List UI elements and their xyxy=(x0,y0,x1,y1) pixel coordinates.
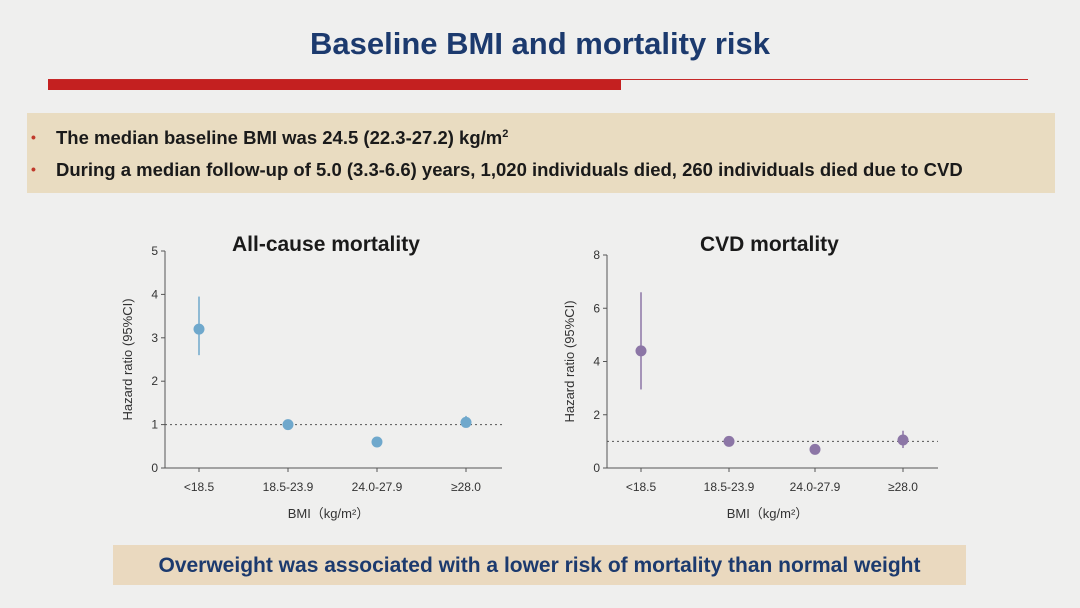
title-underline-thin xyxy=(48,79,1028,80)
y-tick-label: 8 xyxy=(593,248,600,262)
y-tick-label: 2 xyxy=(593,408,600,422)
data-point xyxy=(371,436,383,448)
x-tick-label: ≥28.0 xyxy=(888,480,918,494)
bullet-box: • The median baseline BMI was 24.5 (22.3… xyxy=(27,113,1055,193)
y-tick-label: 2 xyxy=(151,374,158,388)
bullet-dot-icon: • xyxy=(31,161,36,177)
chart-title-all-cause: All-cause mortality xyxy=(232,233,420,256)
bullet-dot-icon: • xyxy=(31,129,36,145)
y-tick-label: 6 xyxy=(593,301,600,315)
cvd-mortality-chart: 0 2 4 6 8 <18.5 18.5-23.9 24.0-27.9 ≥28.0 Hazard … xyxy=(562,248,938,521)
bullet-text: During a median follow-up of 5.0 (3.3-6.… xyxy=(56,159,963,180)
x-tick-label: 24.0-27.9 xyxy=(790,480,841,494)
slide-title: Baseline BMI and mortality risk xyxy=(310,26,770,61)
data-point xyxy=(635,345,647,357)
x-tick-label: 18.5-23.9 xyxy=(704,480,755,494)
data-point xyxy=(809,443,821,455)
data-point xyxy=(193,323,205,335)
data-point xyxy=(897,434,909,446)
y-tick-label: 1 xyxy=(151,418,158,432)
y-tick-label: 3 xyxy=(151,331,158,345)
x-tick-label: <18.5 xyxy=(626,480,657,494)
y-axis-title: Hazard ratio (95%CI) xyxy=(562,300,577,422)
x-tick-label: 18.5-23.9 xyxy=(263,480,314,494)
x-tick-label: 24.0-27.9 xyxy=(352,480,403,494)
x-tick-label: ≥28.0 xyxy=(451,480,481,494)
x-axis-title: BMI（kg/m²） xyxy=(288,506,370,521)
x-axis-title: BMI（kg/m²） xyxy=(727,506,809,521)
bullet-text: The median baseline BMI was 24.5 (22.3-2… xyxy=(56,127,503,148)
data-point xyxy=(723,435,735,447)
y-tick-label: 4 xyxy=(151,287,158,301)
conclusion-text: Overweight was associated with a lower r… xyxy=(158,554,921,577)
x-tick-label: <18.5 xyxy=(184,480,215,494)
y-tick-label: 5 xyxy=(151,244,158,258)
title-underline-thick xyxy=(48,80,621,90)
y-axis-title: Hazard ratio (95%CI) xyxy=(120,298,135,420)
conclusion-box: Overweight was associated with a lower r… xyxy=(113,545,966,585)
bullet-superscript: 2 xyxy=(502,127,509,140)
data-point xyxy=(460,416,472,428)
chart-title-cvd: CVD mortality xyxy=(700,233,839,256)
all-cause-mortality-chart: 0 1 2 3 4 5 <18.5 18.5-23.9 24.0-27.9 ≥28.0 Hazard… xyxy=(120,244,502,521)
y-tick-label: 4 xyxy=(593,355,600,369)
y-tick-label: 0 xyxy=(593,461,600,475)
y-tick-label: 0 xyxy=(151,461,158,475)
data-point xyxy=(282,419,294,431)
